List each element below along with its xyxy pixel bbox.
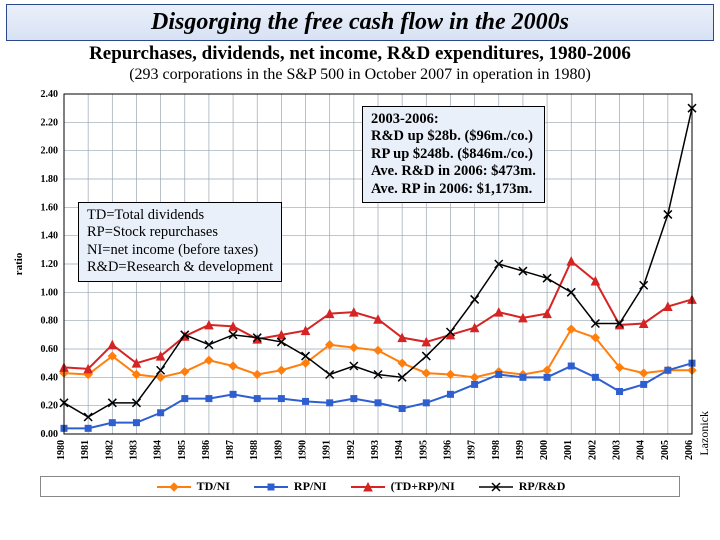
svg-text:ratio: ratio xyxy=(13,252,25,275)
svg-text:1.00: 1.00 xyxy=(41,287,59,298)
subtitle: Repurchases, dividends, net income, R&D … xyxy=(0,43,720,65)
svg-text:1986: 1986 xyxy=(201,440,212,460)
svg-text:0.80: 0.80 xyxy=(41,316,59,327)
svg-text:1992: 1992 xyxy=(346,440,357,460)
svg-text:1985: 1985 xyxy=(177,440,188,460)
legend-item: TD/NI xyxy=(155,479,230,494)
slide-title-bar: Disgorging the free cash flow in the 200… xyxy=(6,4,714,41)
svg-text:1980: 1980 xyxy=(56,440,67,460)
legend-item: RP/NI xyxy=(252,479,327,494)
svg-text:1984: 1984 xyxy=(153,440,164,460)
stats-l4: Ave. R&D in 2006: $473m. xyxy=(371,163,536,180)
svg-text:2.40: 2.40 xyxy=(41,89,59,100)
svg-text:0.20: 0.20 xyxy=(41,401,59,412)
svg-text:0.60: 0.60 xyxy=(41,344,59,355)
svg-text:1993: 1993 xyxy=(370,440,381,460)
svg-text:2.00: 2.00 xyxy=(41,146,59,157)
svg-text:2003: 2003 xyxy=(612,440,623,460)
svg-text:2001: 2001 xyxy=(563,440,574,460)
svg-text:1995: 1995 xyxy=(418,440,429,460)
chart-legend: TD/NI RP/NI (TD+RP)/NI RP/R&D xyxy=(40,476,680,497)
svg-text:2000: 2000 xyxy=(539,440,550,460)
svg-text:2004: 2004 xyxy=(636,440,647,460)
attribution: Lazonick xyxy=(697,411,712,456)
svg-text:1981: 1981 xyxy=(80,440,91,460)
stats-box: 2003-2006: R&D up $28b. ($96m./co.) RP u… xyxy=(362,106,545,203)
stats-l3: RP up $248b. ($846m./co.) xyxy=(371,146,536,163)
legend-label: TD/NI xyxy=(197,479,230,494)
svg-text:1.80: 1.80 xyxy=(41,174,59,185)
stats-l5: Ave. RP in 2006: $1,173m. xyxy=(371,181,536,198)
svg-text:0.40: 0.40 xyxy=(41,372,59,383)
svg-text:1.40: 1.40 xyxy=(41,231,59,242)
chart-container: 0.00 0.20 0.40 0.60 0.80 1.00 1.20 1.40 1.60 1.80… xyxy=(6,86,714,474)
svg-text:1994: 1994 xyxy=(394,440,405,460)
def-rnd: R&D=Research & development xyxy=(87,259,273,276)
stats-l2: R&D up $28b. ($96m./co.) xyxy=(371,128,536,145)
legend-label: RP/R&D xyxy=(519,479,566,494)
def-rp: RP=Stock repurchases xyxy=(87,224,273,241)
svg-text:0.00: 0.00 xyxy=(41,429,59,440)
stats-l1: 2003-2006: xyxy=(371,111,536,128)
svg-text:1996: 1996 xyxy=(442,440,453,460)
svg-text:1987: 1987 xyxy=(225,440,236,460)
svg-text:1998: 1998 xyxy=(491,440,502,460)
legend-label: (TD+RP)/NI xyxy=(391,479,455,494)
svg-text:1982: 1982 xyxy=(104,440,115,460)
svg-text:1997: 1997 xyxy=(467,440,478,460)
legend-label: RP/NI xyxy=(294,479,327,494)
svg-text:1991: 1991 xyxy=(322,440,333,460)
svg-text:2005: 2005 xyxy=(660,440,671,460)
definitions-box: TD=Total dividends RP=Stock repurchases … xyxy=(78,202,282,282)
sample-note: (293 corporations in the S&P 500 in Octo… xyxy=(0,66,720,84)
def-ni: NI=net income (before taxes) xyxy=(87,242,273,259)
svg-text:1.60: 1.60 xyxy=(41,202,59,213)
slide-title: Disgorging the free cash flow in the 200… xyxy=(151,9,569,35)
svg-text:1983: 1983 xyxy=(128,440,139,460)
def-td: TD=Total dividends xyxy=(87,207,273,224)
svg-text:1990: 1990 xyxy=(298,440,309,460)
svg-text:2006: 2006 xyxy=(684,440,695,460)
legend-item: RP/R&D xyxy=(477,479,566,494)
svg-text:2.20: 2.20 xyxy=(41,117,59,128)
svg-text:1988: 1988 xyxy=(249,440,260,460)
svg-text:2002: 2002 xyxy=(587,440,598,460)
legend-item: (TD+RP)/NI xyxy=(349,479,455,494)
svg-text:1.20: 1.20 xyxy=(41,259,59,270)
svg-text:1989: 1989 xyxy=(273,440,284,460)
svg-text:1999: 1999 xyxy=(515,440,526,460)
